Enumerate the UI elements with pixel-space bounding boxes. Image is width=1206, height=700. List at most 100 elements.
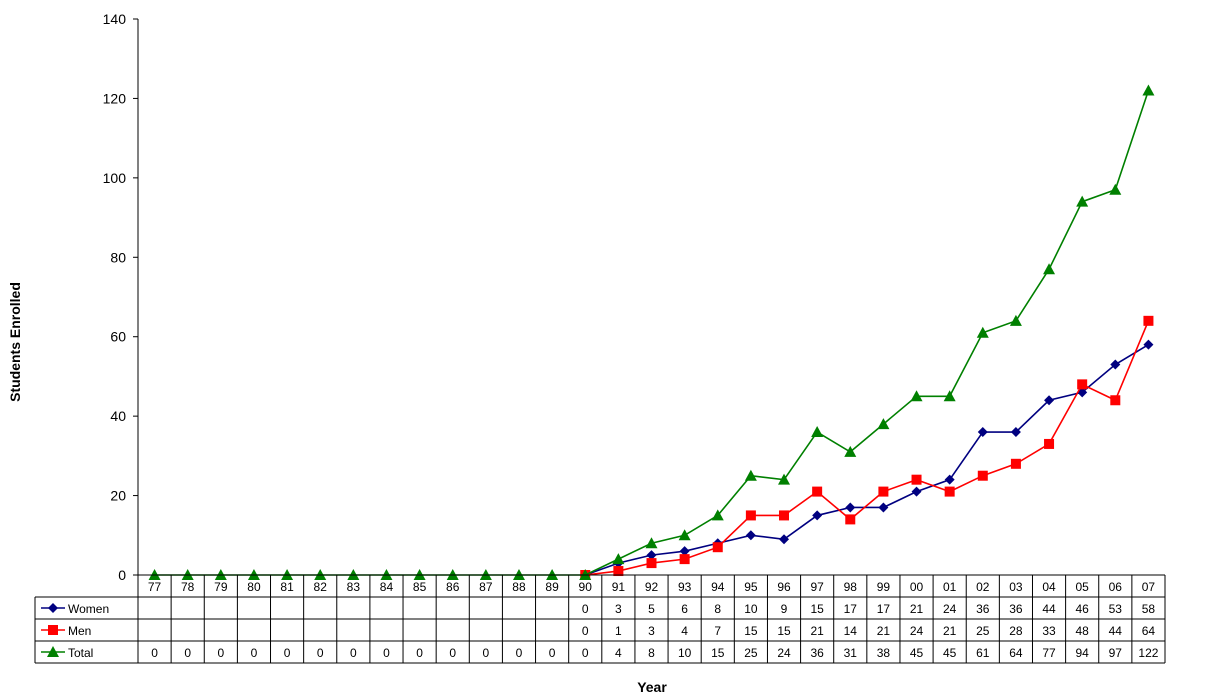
table-value: 3 [615,602,622,616]
table-value: 17 [844,602,858,616]
table-value: 21 [943,624,957,638]
x-category-label: 91 [612,580,626,594]
x-category-label: 05 [1075,580,1089,594]
y-tick-label: 60 [110,329,126,345]
x-category-label: 83 [347,580,361,594]
table-value: 0 [549,646,556,660]
x-category-label: 78 [181,580,195,594]
x-category-label: 84 [380,580,394,594]
table-value: 8 [648,646,655,660]
table-value: 45 [943,646,957,660]
data-point-women [944,474,955,485]
legend-label: Women [68,602,109,616]
data-point-total [1043,263,1056,275]
data-point-total [778,473,791,485]
table-value: 24 [777,646,791,660]
table-value: 48 [1075,624,1089,638]
data-point-total [844,445,857,457]
table-value: 8 [714,602,721,616]
x-category-label: 07 [1142,580,1156,594]
table-value: 46 [1075,602,1089,616]
table-value: 15 [744,624,758,638]
table-value: 64 [1009,646,1023,660]
x-category-label: 94 [711,580,725,594]
y-tick-label: 100 [103,170,127,186]
data-point-men [1010,458,1021,469]
table-value: 28 [1009,624,1023,638]
axes [137,19,1165,575]
data-point-men [712,542,723,553]
x-category-label: 00 [910,580,924,594]
x-category-label: 92 [645,580,659,594]
x-category-label: 97 [810,580,824,594]
data-point-women [1110,359,1121,370]
table-value: 24 [910,624,924,638]
table-value: 97 [1109,646,1123,660]
series-total [148,84,1155,580]
table-value: 15 [810,602,824,616]
x-category-label: 02 [976,580,990,594]
x-axis-title: Year [637,679,667,695]
legend-key-marker [47,646,59,657]
data-point-total [645,537,658,549]
table-value: 0 [416,646,423,660]
data-point-total [1109,183,1122,195]
data-point-total [744,469,757,481]
table-value: 4 [681,624,688,638]
table-value: 0 [582,602,589,616]
table-value: 1 [615,624,622,638]
table-value: 0 [516,646,523,660]
plot-area [138,19,1165,575]
data-point-men [745,510,756,521]
y-tick-label: 140 [103,11,127,27]
y-axis-ticks: 0 20 40 60 80 100 120 140 [103,11,138,583]
x-category-label: 99 [877,580,891,594]
table-value: 15 [711,646,725,660]
table-value: 36 [976,602,990,616]
data-point-women [679,546,690,557]
table-value: 3 [648,624,655,638]
table-value: 36 [810,646,824,660]
table-value: 10 [678,646,692,660]
table-value: 0 [217,646,224,660]
data-point-women [646,550,657,561]
data-point-men [779,510,790,521]
table-value: 0 [317,646,324,660]
x-category-label: 95 [744,580,758,594]
table-value: 45 [910,646,924,660]
data-point-women [878,502,889,513]
table-value: 25 [744,646,758,660]
table-value: 53 [1109,602,1123,616]
legend-label: Men [68,624,91,638]
table-value: 0 [582,624,589,638]
y-tick-label: 120 [103,90,127,106]
data-point-men [878,486,889,497]
table-value: 38 [877,646,891,660]
x-category-label: 87 [479,580,493,594]
table-value: 0 [483,646,490,660]
data-point-men [613,566,624,577]
y-tick-label: 0 [118,567,126,583]
data-point-men [1044,438,1055,449]
table-value: 0 [383,646,390,660]
table-value: 44 [1109,624,1123,638]
y-tick-label: 80 [110,249,126,265]
x-category-label: 01 [943,580,957,594]
x-category-label: 98 [844,580,858,594]
data-point-women [745,530,756,541]
table-value: 0 [582,646,589,660]
series-line-women [584,343,1149,576]
data-point-total [711,509,724,521]
table-value: 6 [681,602,688,616]
table-value: 15 [777,624,791,638]
table-value: 33 [1042,624,1056,638]
x-category-label: 77 [148,580,162,594]
x-category-label: 81 [280,580,294,594]
x-category-label: 06 [1109,580,1123,594]
data-point-men [1077,379,1088,390]
data-point-men [812,486,823,497]
table-value: 0 [184,646,191,660]
data-point-total [910,390,923,402]
data-point-women [812,510,823,521]
table-value: 4 [615,646,622,660]
